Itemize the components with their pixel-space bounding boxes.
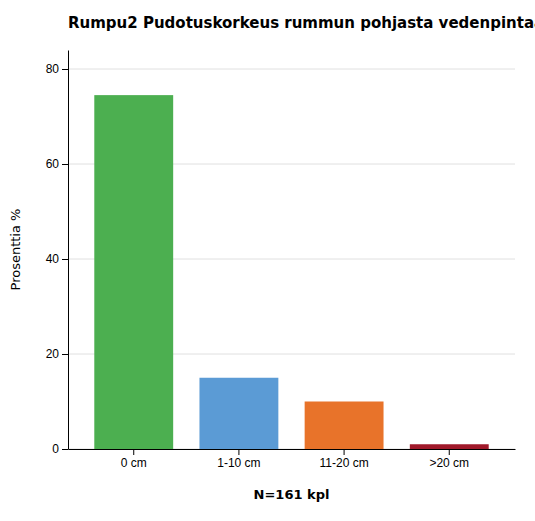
bar: [410, 444, 489, 449]
x-tick-label: 1-10 cm: [217, 456, 260, 470]
x-tick-mark: [344, 449, 345, 455]
bars: [94, 95, 488, 449]
y-tick-label: 40: [46, 252, 60, 266]
x-tick-mark: [238, 449, 239, 455]
chart: 0 cm 1-10 cm 11-20 cm >20 cm 0 20 40 60 80 Rumpu2…: [0, 0, 535, 521]
y-axis: 0 20 40 60 80: [46, 51, 69, 457]
x-axis-title: N=161 kpl: [254, 487, 330, 502]
y-tick-label: 20: [46, 347, 60, 361]
x-tick: 11-20 cm: [320, 449, 369, 470]
y-tick: 80: [46, 62, 68, 76]
grid: [68, 69, 515, 449]
x-tick-label: >20 cm: [429, 456, 469, 470]
x-axis: 0 cm 1-10 cm 11-20 cm >20 cm: [69, 449, 516, 470]
x-tick-label: 0 cm: [121, 456, 147, 470]
y-tick-label: 0: [52, 442, 59, 456]
y-tick-label: 80: [46, 62, 60, 76]
y-tick-mark: [62, 259, 68, 260]
y-tick-mark: [62, 164, 68, 165]
plot-area: 0 cm 1-10 cm 11-20 cm >20 cm 0 20 40 60 80: [46, 51, 516, 470]
y-tick-mark: [62, 69, 68, 70]
x-axis-line: [69, 449, 516, 450]
x-tick-label: 11-20 cm: [320, 456, 369, 470]
y-tick-label: 60: [46, 157, 60, 171]
x-tick: 0 cm: [121, 449, 147, 470]
y-tick: 20: [46, 347, 68, 361]
bar: [305, 402, 384, 450]
x-tick-mark: [133, 449, 134, 455]
grid-line: [68, 69, 515, 70]
y-axis-title: Prosenttia %: [8, 209, 23, 291]
y-axis-line: [68, 51, 69, 450]
bar: [94, 95, 173, 449]
y-tick: 0: [52, 442, 68, 456]
y-tick: 60: [46, 157, 68, 171]
y-tick: 40: [46, 252, 68, 266]
y-tick-mark: [62, 449, 68, 450]
x-tick: >20 cm: [429, 449, 469, 470]
title: Rumpu2 Pudotuskorkeus rummun pohjasta ve…: [68, 14, 535, 32]
y-tick-mark: [62, 354, 68, 355]
x-tick-mark: [449, 449, 450, 455]
bar: [199, 378, 278, 449]
x-tick: 1-10 cm: [217, 449, 260, 470]
